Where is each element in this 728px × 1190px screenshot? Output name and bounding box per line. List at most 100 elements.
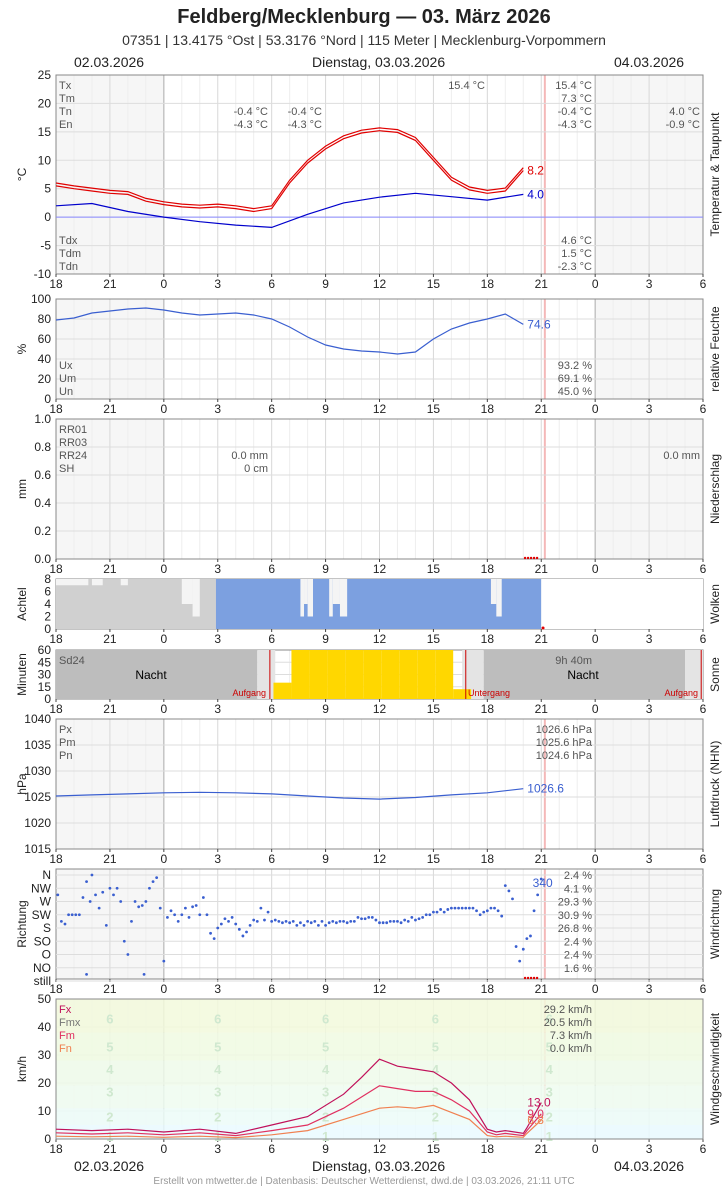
wdir-cat-still: still bbox=[34, 974, 51, 988]
tn-day1b: -0.4 °C bbox=[288, 106, 322, 118]
wdir-xtick: 15 bbox=[427, 982, 441, 996]
wdir-percent: 30.9 % bbox=[558, 910, 592, 922]
press-value-Pn: 1024.6 hPa bbox=[536, 750, 593, 762]
sun-ytick: 30 bbox=[38, 668, 52, 682]
temp-xtick: 21 bbox=[535, 277, 549, 291]
wdir-point bbox=[187, 916, 191, 919]
en-day1b: -4.3 °C bbox=[288, 119, 322, 131]
wdir-point bbox=[133, 900, 137, 903]
rain-ytick: 0.8 bbox=[34, 440, 51, 454]
wdir-point bbox=[396, 919, 399, 923]
press-xtick: 3 bbox=[646, 852, 653, 866]
press-ytick: 1030 bbox=[24, 764, 51, 778]
temp-ylabel: °C bbox=[15, 167, 29, 181]
cloud-xtick: 9 bbox=[322, 632, 329, 646]
wdir-point bbox=[180, 913, 184, 917]
wdir-point bbox=[442, 910, 446, 914]
wdir-point bbox=[500, 914, 504, 918]
press-xtick: 0 bbox=[592, 852, 599, 866]
wspd-xtick: 18 bbox=[49, 1142, 63, 1156]
temperature-line-upper bbox=[55, 127, 524, 210]
date-right: 04.03.2026 bbox=[614, 54, 685, 70]
wdir-xtick: 0 bbox=[160, 982, 167, 996]
press-xtick: 12 bbox=[373, 852, 387, 866]
wdir-point bbox=[532, 909, 536, 913]
dew-legend-Tdn: Tdn bbox=[59, 261, 78, 273]
temp-ytick: 15 bbox=[38, 125, 52, 139]
hum-ytick: 60 bbox=[38, 332, 52, 346]
cloud-xtick: 18 bbox=[49, 632, 63, 646]
wind-Fn-line bbox=[55, 1104, 542, 1139]
dew-Tdn: -2.3 °C bbox=[558, 261, 592, 273]
hum-ytick: 80 bbox=[38, 312, 52, 326]
beaufort-band bbox=[56, 1032, 703, 1061]
temp-day2-En: -4.3 °C bbox=[558, 119, 592, 131]
cloud-gap bbox=[496, 579, 502, 617]
wdir-point bbox=[424, 913, 428, 917]
temp-legend-Tn: Tn bbox=[59, 106, 72, 118]
wdir-point bbox=[507, 889, 511, 893]
sunshine-bar bbox=[417, 650, 436, 699]
cloud-ytick: 2 bbox=[44, 610, 51, 624]
sun-xtick: 18 bbox=[49, 702, 63, 716]
beaufort-number: 5 bbox=[214, 1040, 221, 1055]
sunrise-label-2: Aufgang bbox=[664, 688, 698, 698]
wdir-xtick: 6 bbox=[700, 982, 707, 996]
dawn-zone-2 bbox=[685, 650, 703, 699]
cloud-future bbox=[541, 579, 703, 629]
wdir-point bbox=[291, 919, 295, 923]
rain-xtick: 18 bbox=[481, 562, 495, 576]
wspd-xtick: 18 bbox=[481, 1142, 495, 1156]
temp-xtick: 12 bbox=[373, 277, 387, 291]
temp-xtick: 18 bbox=[481, 277, 495, 291]
wspd-value-Fn: 0.0 km/h bbox=[550, 1043, 592, 1055]
wdir-panel-title: Windrichtung bbox=[708, 889, 722, 959]
temp-xtick: 9 bbox=[322, 277, 329, 291]
hum-xtick: 9 bbox=[322, 402, 329, 416]
wdir-point bbox=[370, 916, 374, 919]
beaufort-band bbox=[56, 1060, 703, 1086]
rain-ytick: 1.0 bbox=[34, 412, 51, 426]
press-xtick: 18 bbox=[49, 852, 63, 866]
temp-legend-En: En bbox=[59, 119, 72, 131]
temp-day2-Tm: 7.3 °C bbox=[561, 93, 592, 105]
wdir-point bbox=[417, 917, 421, 921]
cloud-gap bbox=[339, 579, 348, 617]
wdir-point bbox=[381, 921, 385, 925]
wdir-missing-dot bbox=[526, 976, 530, 980]
cloud-gap bbox=[91, 579, 103, 586]
tx-mid: 15.4 °C bbox=[448, 80, 485, 92]
wdir-point bbox=[234, 922, 238, 926]
wdir-point bbox=[360, 917, 363, 921]
sun-xtick: 21 bbox=[103, 702, 117, 716]
rain-ytick: 0.4 bbox=[34, 496, 51, 510]
wspd-border2 bbox=[55, 998, 704, 1140]
wdir-last-value: 340 bbox=[533, 876, 553, 890]
hum-ytick: 0 bbox=[44, 392, 51, 406]
press-xtick: 3 bbox=[214, 852, 221, 866]
wdir-point bbox=[263, 918, 266, 922]
dew-last-value: 4.0 bbox=[527, 187, 544, 201]
wdir-point bbox=[385, 921, 389, 925]
wdir-point bbox=[478, 913, 482, 917]
cloud-xtick: 21 bbox=[103, 632, 117, 646]
beaufort-number: 3 bbox=[546, 1084, 553, 1099]
rain-xtick: 0 bbox=[160, 562, 167, 576]
wspd-xtick: 9 bbox=[322, 1142, 329, 1156]
dusk-zone bbox=[462, 650, 484, 699]
wdir-point bbox=[324, 923, 327, 927]
credit-line: Erstellt von mtwetter.de | Datenbasis: D… bbox=[153, 1176, 575, 1187]
beaufort-number: 6 bbox=[214, 1012, 221, 1027]
wspd-legend-Fmx: Fmx bbox=[59, 1017, 81, 1029]
press-legend-Pm: Pm bbox=[59, 737, 76, 749]
wdir-point bbox=[334, 921, 338, 925]
wdir-point bbox=[104, 923, 108, 927]
sun-total: 9h 40m bbox=[555, 655, 592, 667]
rain-xtick: 21 bbox=[535, 562, 549, 576]
date-center: Dienstag, 03.03.2026 bbox=[312, 54, 446, 70]
hum-ylabel: % bbox=[15, 343, 29, 354]
temp-xtick: 3 bbox=[214, 277, 221, 291]
hum-xtick: 18 bbox=[49, 402, 63, 416]
wdir-point bbox=[158, 906, 162, 910]
wdir-point bbox=[345, 921, 349, 925]
